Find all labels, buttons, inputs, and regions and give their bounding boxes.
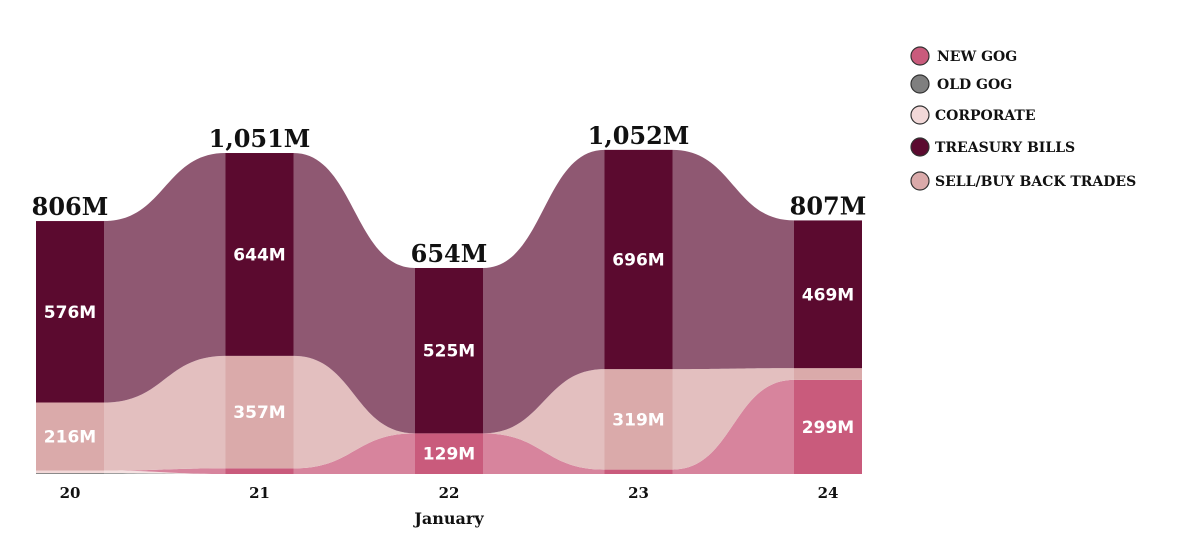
- x-tick-20: 20: [60, 484, 81, 502]
- x-tick-23: 23: [628, 484, 649, 502]
- bar-corporate-20: [36, 470, 104, 474]
- legend-label-sell-buy-back-trades: SELL/BUY BACK TRADES: [935, 174, 1136, 190]
- bar-sell-buy-back-trades-21: [225, 355, 294, 469]
- bar-sell-buy-back-trades-23: [604, 369, 673, 470]
- data-label-sell-buy-back-trades-23: 319M: [612, 410, 664, 430]
- bar-new-gog-22: [415, 433, 483, 474]
- total-label-21: 1,051M: [209, 124, 311, 153]
- legend: NEW GOG OLD GOG CORPORATE TREASURY BILLS SEL…: [910, 46, 1136, 191]
- x-axis-title: January: [412, 509, 484, 528]
- band-sell-buy-back-trades-22-23: [483, 369, 605, 470]
- bar-new-gog-21: [225, 468, 294, 474]
- legend-swatch-old-gog: [910, 74, 930, 94]
- legend-item-new-gog: NEW GOG: [910, 46, 1017, 66]
- legend-item-corporate: CORPORATE: [910, 105, 1036, 125]
- band-treasury-bills-21-22: [293, 153, 415, 434]
- data-label-treasury-bills-23: 696M: [612, 250, 664, 270]
- x-tick-21: 21: [249, 484, 270, 502]
- bar-new-gog-23: [604, 469, 673, 474]
- band-sell-buy-back-trades-21-22: [293, 355, 415, 469]
- band-sell-buy-back-trades-23-24: [672, 368, 794, 470]
- category-columns: [36, 149, 862, 474]
- bar-new-gog-24: [794, 379, 862, 474]
- bar-treasury-bills-21: [225, 153, 294, 356]
- bar-treasury-bills-23: [604, 149, 673, 370]
- bar-sell-buy-back-trades-20: [36, 402, 104, 471]
- data-label-treasury-bills-20: 576M: [44, 303, 96, 323]
- data-label-treasury-bills-21: 644M: [233, 245, 285, 265]
- band-treasury-bills-20-21: [104, 153, 226, 403]
- data-label-sell-buy-back-trades-20: 216M: [44, 428, 96, 448]
- band-new-gog-23-24: [672, 379, 794, 474]
- legend-swatch-treasury-bills: [910, 137, 930, 157]
- legend-label-old-gog: OLD GOG: [937, 77, 1012, 93]
- bar-sell-buy-back-trades-24: [794, 368, 862, 380]
- x-tick-22: 22: [439, 484, 460, 502]
- flow-bands: [104, 149, 794, 474]
- band-sell-buy-back-trades-20-21: [104, 355, 226, 471]
- legend-item-old-gog: OLD GOG: [910, 74, 1012, 94]
- legend-item-treasury-bills: TREASURY BILLS: [910, 137, 1075, 157]
- data-label-new-gog-22: 129M: [423, 445, 475, 465]
- band-new-gog-22-23: [483, 433, 605, 474]
- bar-treasury-bills-22: [415, 267, 483, 434]
- value-labels: 216M 576M 357M 644M 129M 525M 319M 696M 299M 469M…: [32, 121, 867, 465]
- legend-label-new-gog: NEW GOG: [937, 49, 1017, 65]
- x-tick-24: 24: [818, 484, 839, 502]
- band-treasury-bills-22-23: [483, 149, 605, 434]
- data-label-sell-buy-back-trades-21: 357M: [233, 403, 285, 423]
- total-label-23: 1,052M: [588, 121, 690, 150]
- legend-swatch-sell-buy-back-trades: [910, 171, 930, 191]
- legend-label-treasury-bills: TREASURY BILLS: [935, 140, 1075, 156]
- x-axis: 20 21 22 23 24 January: [60, 484, 839, 528]
- total-label-20: 806M: [32, 192, 109, 221]
- band-new-gog-20-21: [104, 468, 226, 474]
- total-label-22: 654M: [411, 239, 488, 268]
- band-new-gog-21-22: [293, 433, 415, 474]
- legend-label-corporate: CORPORATE: [935, 108, 1036, 124]
- band-corporate-20-21: [104, 470, 226, 474]
- bar-treasury-bills-24: [794, 220, 862, 369]
- bar-treasury-bills-20: [36, 221, 104, 403]
- total-label-24: 807M: [790, 191, 867, 220]
- data-label-new-gog-24: 299M: [802, 418, 854, 438]
- data-label-treasury-bills-22: 525M: [423, 342, 475, 362]
- data-label-treasury-bills-24: 469M: [802, 285, 854, 305]
- legend-swatch-corporate: [910, 105, 930, 125]
- legend-swatch-new-gog: [910, 46, 930, 66]
- bar-old-gog-20: [36, 473, 104, 474]
- band-treasury-bills-23-24: [672, 149, 794, 370]
- legend-item-sell-buy-back-trades: SELL/BUY BACK TRADES: [910, 171, 1136, 191]
